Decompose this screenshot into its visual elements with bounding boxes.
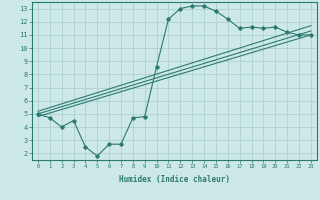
X-axis label: Humidex (Indice chaleur): Humidex (Indice chaleur) <box>119 175 230 184</box>
